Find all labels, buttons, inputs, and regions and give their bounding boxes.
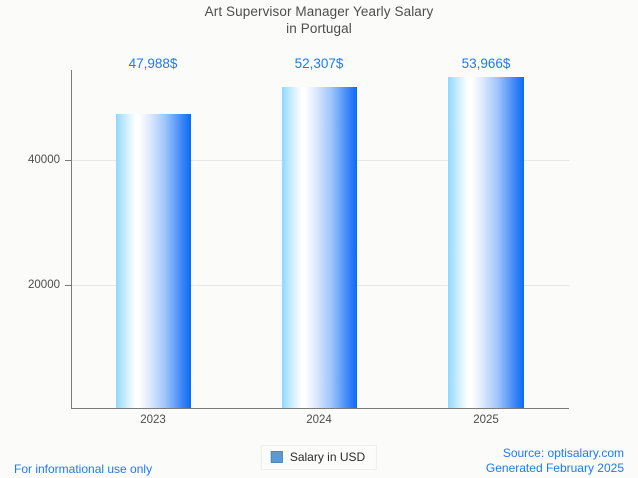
chart-title-line-2: in Portugal <box>286 20 352 36</box>
xtick-label-2025: 2025 <box>473 414 499 426</box>
legend-swatch-icon <box>270 451 283 463</box>
value-label-2023: 47,988$ <box>128 56 178 71</box>
ytick-mark-40000 <box>65 160 71 161</box>
footer-disclaimer: For informational use only <box>14 462 153 476</box>
footer-source-block: Source: optisalary.com Generated Februar… <box>486 446 624 476</box>
footer-source: Source: optisalary.com <box>502 446 624 460</box>
chart-title-line-1: Art Supervisor Manager Yearly Salary <box>204 4 434 19</box>
legend-label-salary: Salary in USD <box>289 450 366 464</box>
ytick-mark-20000 <box>65 285 71 286</box>
ytick-label-40000: 40000 <box>28 154 60 166</box>
plot-area <box>71 70 569 408</box>
x-axis-line <box>71 408 569 409</box>
value-label-2025: 53,966$ <box>461 56 511 71</box>
chart-title: Art Supervisor Manager Yearly Salary in … <box>0 4 638 37</box>
bar-2024[interactable] <box>282 87 357 408</box>
footer-generated: Generated February 2025 <box>485 461 624 475</box>
xtick-label-2024: 2024 <box>306 414 332 426</box>
xtick-label-2023: 2023 <box>140 414 166 426</box>
chart-legend[interactable]: Salary in USD <box>260 445 378 470</box>
value-label-2024: 52,307$ <box>294 56 344 71</box>
bar-2025[interactable] <box>448 77 524 408</box>
y-axis-line <box>71 70 72 409</box>
bar-2023[interactable] <box>116 114 191 408</box>
ytick-label-20000: 20000 <box>28 279 60 291</box>
